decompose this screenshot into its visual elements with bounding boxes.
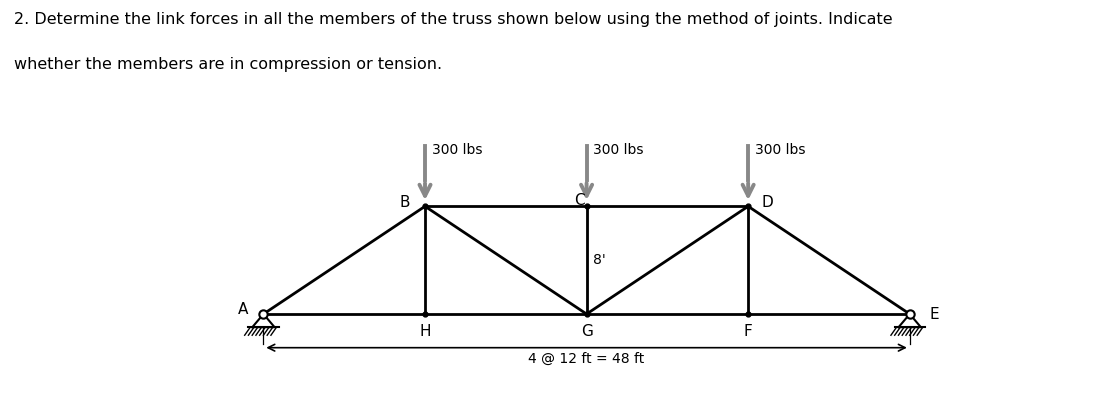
Text: 300 lbs: 300 lbs	[755, 143, 805, 157]
Text: B: B	[400, 195, 410, 210]
Text: C: C	[575, 193, 585, 208]
Text: E: E	[929, 307, 939, 322]
Text: 300 lbs: 300 lbs	[593, 143, 644, 157]
Text: H: H	[419, 324, 430, 339]
Text: 4 @ 12 ft = 48 ft: 4 @ 12 ft = 48 ft	[528, 352, 645, 366]
Text: F: F	[744, 324, 752, 339]
Text: A: A	[238, 303, 249, 318]
Text: G: G	[580, 324, 592, 339]
Polygon shape	[252, 314, 274, 327]
Text: 300 lbs: 300 lbs	[432, 143, 482, 157]
Text: D: D	[761, 195, 773, 210]
Text: whether the members are in compression or tension.: whether the members are in compression o…	[14, 57, 443, 72]
Text: 8': 8'	[593, 253, 606, 267]
Text: 2. Determine the link forces in all the members of the truss shown below using t: 2. Determine the link forces in all the …	[14, 12, 893, 27]
Polygon shape	[898, 314, 920, 327]
